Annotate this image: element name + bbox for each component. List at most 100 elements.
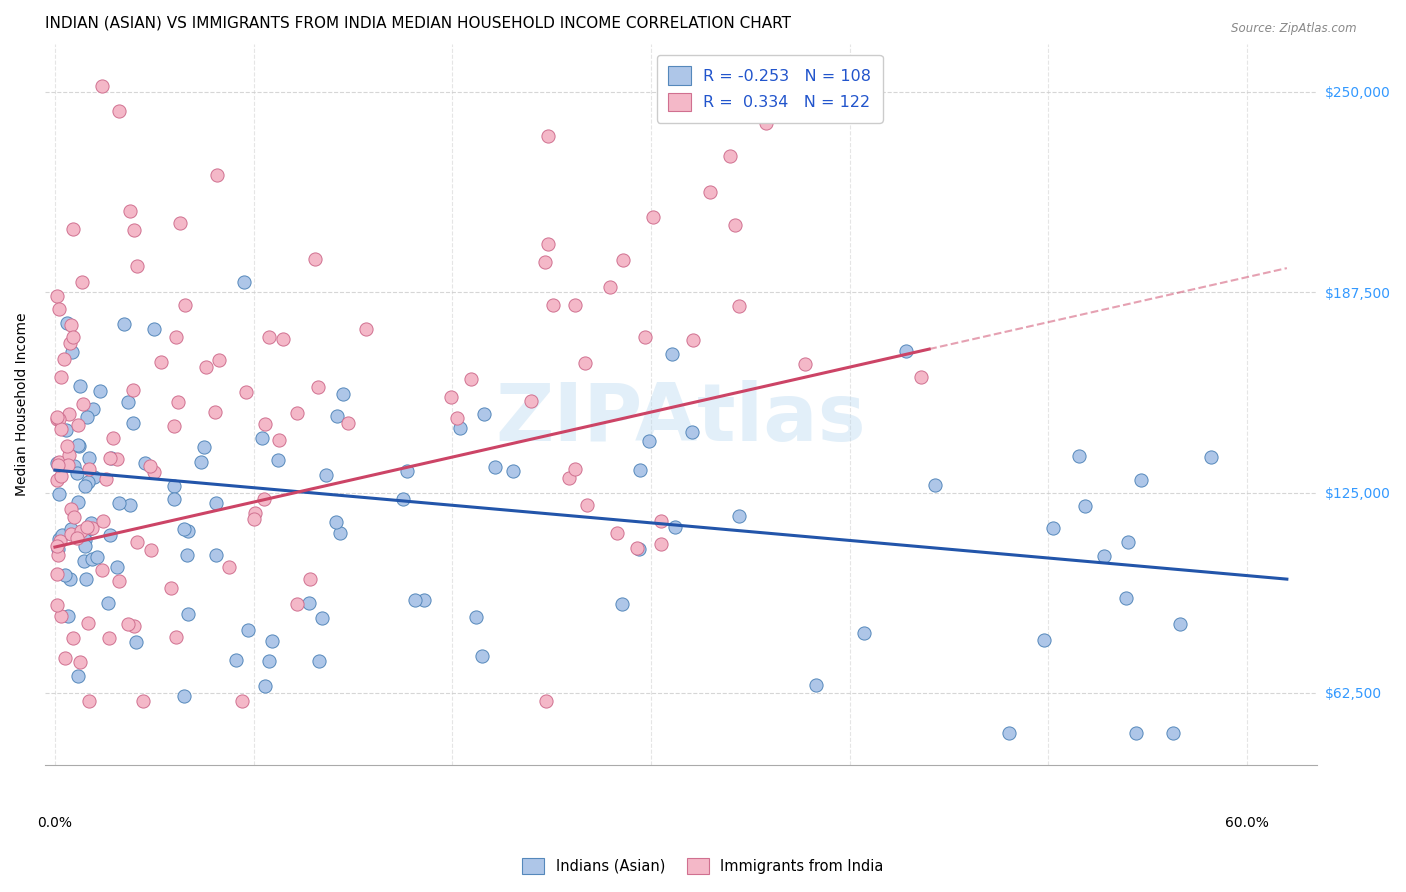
Point xyxy=(315,468,337,483)
Point xyxy=(122,383,145,397)
Point xyxy=(204,404,226,418)
Point xyxy=(90,79,112,94)
Point xyxy=(62,509,84,524)
Point xyxy=(484,460,506,475)
Point xyxy=(91,563,114,577)
Point xyxy=(117,617,139,632)
Point xyxy=(643,210,665,224)
Point xyxy=(60,501,83,516)
Point xyxy=(537,128,560,143)
Point xyxy=(56,458,79,472)
Point xyxy=(70,524,93,538)
Point xyxy=(298,597,321,611)
Point xyxy=(465,610,488,624)
Point xyxy=(543,298,565,312)
Point xyxy=(70,276,93,290)
Point xyxy=(62,458,84,473)
Point xyxy=(728,299,751,313)
Point xyxy=(56,316,79,330)
Point xyxy=(194,359,217,374)
Point xyxy=(1129,473,1152,487)
Point xyxy=(165,330,187,344)
Point xyxy=(97,631,120,645)
Point xyxy=(118,203,141,218)
Point xyxy=(97,596,120,610)
Point xyxy=(55,423,77,437)
Point xyxy=(177,607,200,621)
Point xyxy=(449,421,471,435)
Point xyxy=(307,379,329,393)
Point xyxy=(120,499,142,513)
Point xyxy=(48,487,70,501)
Text: ZIPAtlas: ZIPAtlas xyxy=(495,380,866,458)
Point xyxy=(1032,633,1054,648)
Point xyxy=(894,343,917,358)
Point xyxy=(125,634,148,648)
Point xyxy=(243,506,266,520)
Point xyxy=(75,572,97,586)
Y-axis label: Median Household Income: Median Household Income xyxy=(15,312,30,496)
Point xyxy=(1115,591,1137,605)
Point xyxy=(58,448,80,462)
Point xyxy=(75,479,97,493)
Point xyxy=(395,464,418,478)
Point xyxy=(664,520,686,534)
Point xyxy=(163,419,186,434)
Point xyxy=(1074,499,1097,513)
Point xyxy=(852,625,875,640)
Point xyxy=(205,168,228,182)
Point xyxy=(66,417,89,432)
Point xyxy=(257,654,280,668)
Point xyxy=(45,456,67,470)
Point xyxy=(66,669,89,683)
Point xyxy=(311,611,333,625)
Point xyxy=(53,567,76,582)
Point xyxy=(112,317,135,331)
Point xyxy=(225,653,247,667)
Point xyxy=(59,523,82,537)
Point xyxy=(56,608,79,623)
Point xyxy=(413,593,436,607)
Point xyxy=(610,597,633,611)
Point xyxy=(329,525,352,540)
Point xyxy=(627,541,650,556)
Point xyxy=(46,458,69,472)
Point xyxy=(574,356,596,370)
Point xyxy=(285,406,308,420)
Point xyxy=(139,458,162,473)
Point xyxy=(304,252,326,266)
Point xyxy=(89,384,111,398)
Point xyxy=(45,410,67,425)
Point xyxy=(48,548,70,562)
Text: 0.0%: 0.0% xyxy=(38,816,72,830)
Point xyxy=(250,432,273,446)
Point xyxy=(681,425,703,440)
Point xyxy=(45,288,67,302)
Point xyxy=(650,537,672,551)
Point xyxy=(79,522,101,536)
Point xyxy=(46,542,69,557)
Point xyxy=(62,222,84,236)
Point xyxy=(67,494,90,508)
Point xyxy=(163,478,186,492)
Point xyxy=(49,469,72,483)
Point xyxy=(267,452,290,467)
Point xyxy=(169,216,191,230)
Point xyxy=(661,346,683,360)
Point xyxy=(534,255,557,269)
Point xyxy=(599,280,621,294)
Point xyxy=(45,412,67,426)
Point xyxy=(606,526,628,541)
Point xyxy=(1042,521,1064,535)
Point xyxy=(72,397,94,411)
Point xyxy=(62,631,84,645)
Point xyxy=(193,440,215,454)
Point xyxy=(534,694,557,708)
Point xyxy=(58,407,80,421)
Point xyxy=(564,461,586,475)
Legend: Indians (Asian), Immigrants from India: Indians (Asian), Immigrants from India xyxy=(516,852,890,880)
Point xyxy=(59,318,82,333)
Point xyxy=(107,495,129,509)
Point xyxy=(626,541,648,555)
Point xyxy=(308,654,330,668)
